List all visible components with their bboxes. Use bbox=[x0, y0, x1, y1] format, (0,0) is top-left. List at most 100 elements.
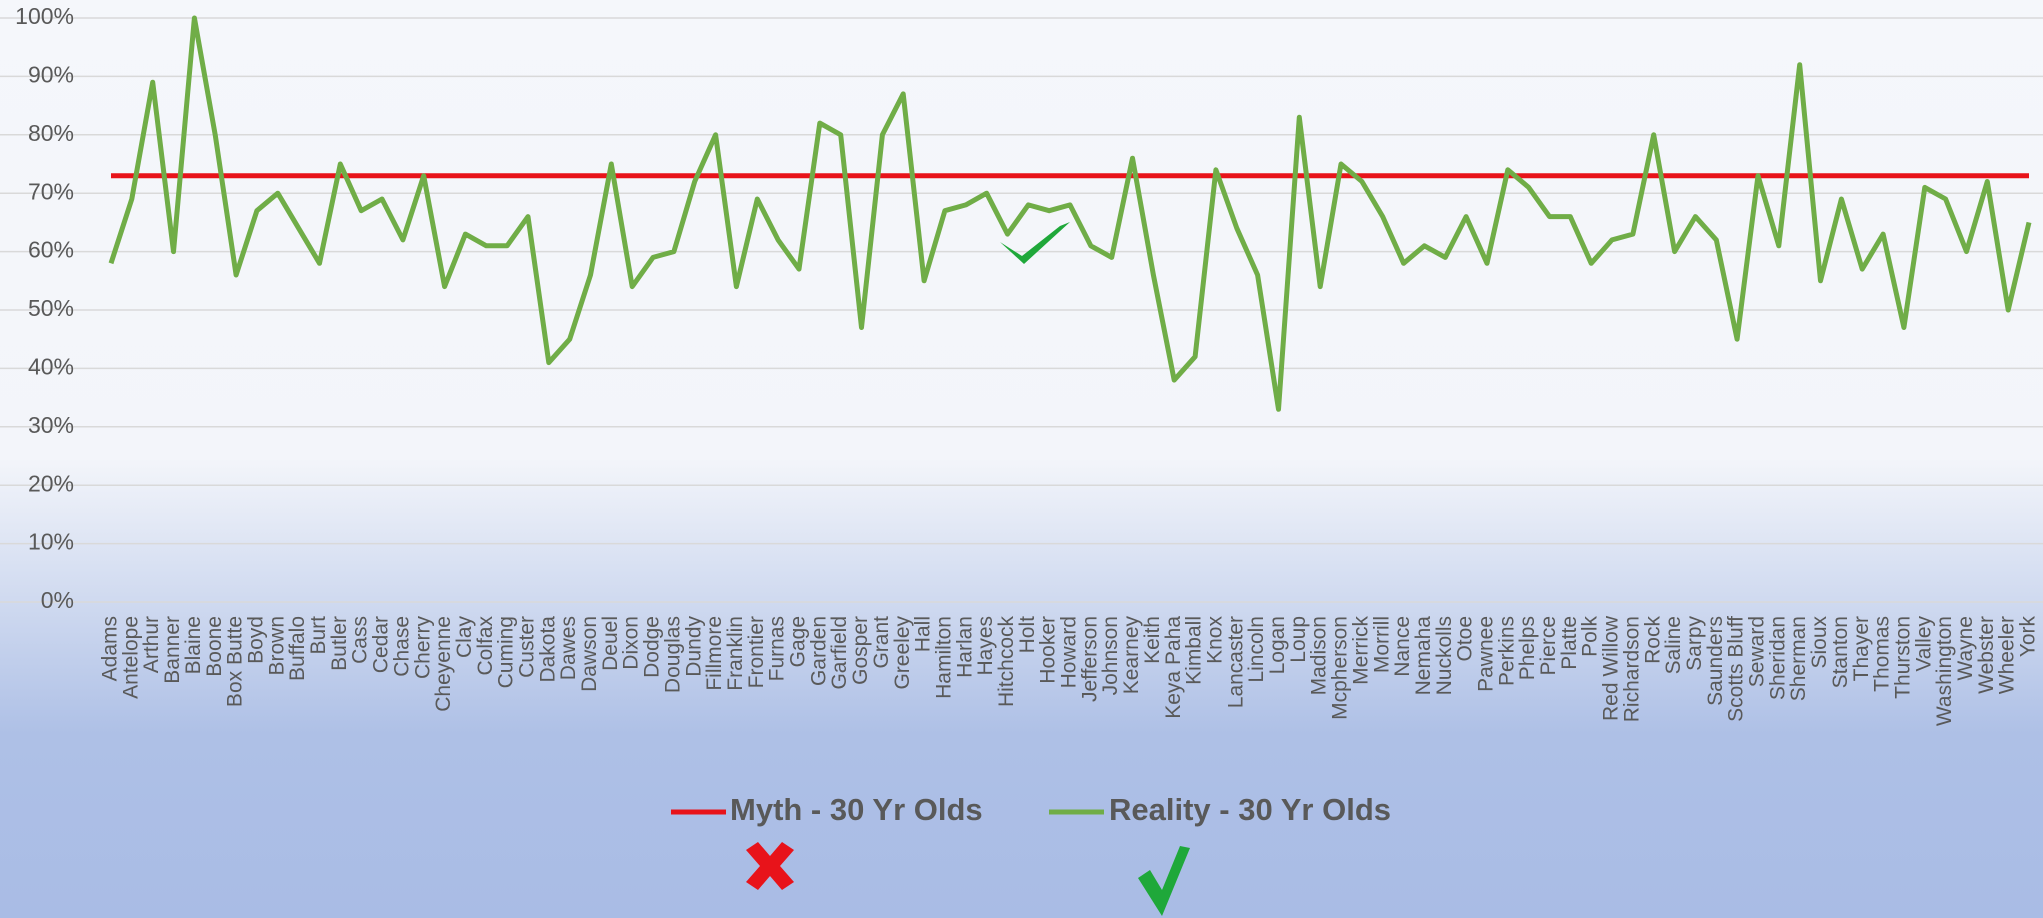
x-tick-label: Phelps bbox=[1516, 616, 1539, 680]
x-tick-label: Dakota bbox=[536, 616, 559, 683]
x-tick-label: Thayer bbox=[1850, 616, 1873, 681]
x-tick-label: Morrill bbox=[1370, 616, 1393, 673]
x-tick-label: Madison bbox=[1308, 616, 1331, 695]
x-tick-label: York bbox=[2017, 616, 2040, 658]
x-tick-label: Garden bbox=[807, 616, 830, 686]
x-tick-label: Keya Paha bbox=[1162, 616, 1185, 719]
x-tick-label: Deuel bbox=[599, 616, 622, 671]
x-tick-label: Valley bbox=[1912, 616, 1935, 672]
x-tick-label: Rock bbox=[1641, 616, 1664, 664]
x-tick-label: Hamilton bbox=[932, 616, 955, 699]
x-tick-label: Boone bbox=[203, 616, 226, 677]
y-tick-label: 90% bbox=[28, 61, 74, 87]
x-tick-label: Loup bbox=[1287, 616, 1310, 663]
x-tick-label: Hayes bbox=[974, 616, 997, 676]
x-tick-label: Furnas bbox=[766, 616, 789, 681]
x-tick-label: Arthur bbox=[140, 616, 163, 673]
x-tick-label: Hitchcock bbox=[995, 616, 1018, 708]
x-tick-label: Kearney bbox=[1120, 616, 1143, 695]
x-tick-label: Nuckolls bbox=[1433, 616, 1456, 695]
x-tick-label: Nemaha bbox=[1412, 616, 1435, 696]
x-tick-label: Sioux bbox=[1808, 616, 1831, 669]
x-tick-label: Washington bbox=[1933, 616, 1956, 726]
grid bbox=[0, 17, 2043, 603]
x-tick-label: Banner bbox=[161, 616, 184, 684]
y-tick-label: 50% bbox=[28, 295, 74, 321]
x-tick-label: Custer bbox=[516, 616, 539, 678]
x-tick-label: Cuming bbox=[495, 616, 518, 688]
x-tick-label: Otoe bbox=[1454, 616, 1477, 662]
x-tick-label: Harlan bbox=[953, 616, 976, 678]
x-tick-label: Wayne bbox=[1954, 616, 1977, 681]
x-tick-label: Burt bbox=[307, 616, 330, 655]
x-tick-label: Lancaster bbox=[1224, 616, 1247, 708]
x-tick-label: Adams bbox=[99, 616, 122, 681]
x-tick-label: Seward bbox=[1746, 616, 1769, 687]
y-tick-label: 0% bbox=[41, 587, 74, 613]
x-tick-label: Thomas bbox=[1871, 616, 1894, 692]
x-tick-label: Gosper bbox=[849, 616, 872, 685]
x-tick-label: Greeley bbox=[891, 616, 914, 690]
x-tick-label: Mcpherson bbox=[1329, 616, 1352, 720]
x-tick-label: Nance bbox=[1391, 616, 1414, 677]
y-tick-label: 80% bbox=[28, 120, 74, 146]
series-line bbox=[108, 15, 2032, 412]
x-tick-label: Platte bbox=[1558, 616, 1581, 670]
x-tick-label: Cass bbox=[349, 616, 372, 664]
y-tick-label: 40% bbox=[28, 353, 74, 379]
x-tick-label: Douglas bbox=[661, 616, 684, 693]
x-tick-label: Chase bbox=[390, 616, 413, 677]
x-tick-label: Fillmore bbox=[703, 616, 726, 691]
legend-label: Reality - 30 Yr Olds bbox=[1109, 792, 1391, 827]
x-tick-label: Stanton bbox=[1829, 616, 1852, 688]
x-tick-label: Colfax bbox=[474, 616, 497, 676]
x-tick-label: Frontier bbox=[745, 616, 768, 688]
x-tick-label: Kimball bbox=[1183, 616, 1206, 685]
x-tick-label: Jefferson bbox=[1078, 616, 1101, 702]
y-tick-label: 70% bbox=[28, 178, 74, 204]
x-tick-label: Dixon bbox=[620, 616, 643, 670]
x-tick-label: Scotts Bluff bbox=[1725, 616, 1748, 722]
check-icon bbox=[1138, 846, 1190, 916]
x-tick-label: Logan bbox=[1266, 616, 1289, 674]
cross-icon bbox=[746, 842, 794, 890]
x-tick-label: Thurston bbox=[1891, 616, 1914, 699]
x-tick-label: Saunders bbox=[1704, 616, 1727, 706]
x-tick-label: Pawnee bbox=[1475, 616, 1498, 692]
x-tick-label: Grant bbox=[870, 616, 893, 669]
x-tick-label: Polk bbox=[1579, 616, 1602, 657]
x-tick-label: Lincoln bbox=[1245, 616, 1268, 683]
x-tick-label: Hooker bbox=[1037, 616, 1060, 684]
x-tick-label: Franklin bbox=[724, 616, 747, 691]
x-tick-label: Butler bbox=[328, 616, 351, 671]
y-tick-label: 30% bbox=[28, 412, 74, 438]
x-tick-label: Knox bbox=[1203, 616, 1226, 664]
check-icon bbox=[1000, 222, 1070, 264]
x-tick-label: Saline bbox=[1662, 616, 1685, 674]
x-tick-label: Sarpy bbox=[1683, 616, 1706, 671]
x-tick-label: Box Butte bbox=[224, 616, 247, 707]
x-tick-label: Sheridan bbox=[1766, 616, 1789, 700]
x-tick-label: Webster bbox=[1975, 616, 1998, 694]
x-tick-label: Garfield bbox=[828, 616, 851, 690]
x-tick-label: Dawes bbox=[557, 616, 580, 680]
x-tick-label: Cherry bbox=[411, 616, 434, 680]
x-tick-label: Dundy bbox=[682, 616, 705, 677]
x-tick-label: Blaine bbox=[182, 616, 205, 674]
x-tick-label: Johnson bbox=[1099, 616, 1122, 695]
x-tick-label: Clay bbox=[453, 616, 476, 659]
x-tick-label: Red Willow bbox=[1600, 615, 1623, 721]
x-tick-label: Cedar bbox=[370, 616, 393, 673]
x-tick-label: Wheeler bbox=[1996, 616, 2019, 694]
y-tick-label: 60% bbox=[28, 237, 74, 263]
x-tick-label: Sherman bbox=[1787, 616, 1810, 701]
x-tick-label: Buffalo bbox=[286, 616, 309, 681]
legend-label: Myth - 30 Yr Olds bbox=[730, 792, 983, 827]
x-tick-label: Richardson bbox=[1620, 616, 1643, 722]
x-tick-label: Dawson bbox=[578, 616, 601, 692]
x-tick-label: Merrick bbox=[1349, 616, 1372, 685]
y-tick-label: 20% bbox=[28, 470, 74, 496]
x-tick-label: Hall bbox=[912, 616, 935, 652]
